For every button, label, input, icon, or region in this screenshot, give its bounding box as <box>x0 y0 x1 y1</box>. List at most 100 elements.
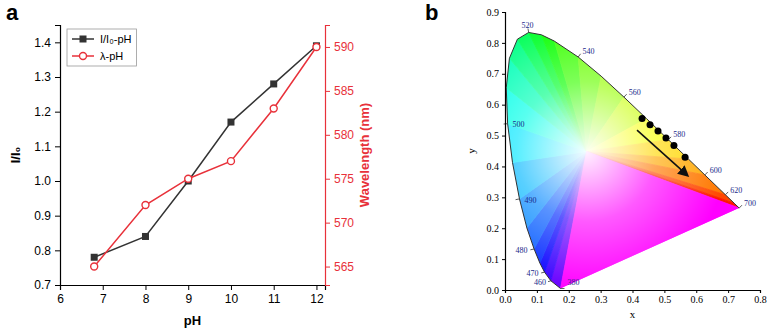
tick-mark <box>502 290 505 291</box>
data-point <box>639 115 646 122</box>
data-point <box>313 43 320 50</box>
tick-mark <box>502 74 505 75</box>
tick-label: 0.2 <box>487 223 500 234</box>
tick-label: 0.7 <box>722 294 735 305</box>
tick-mark <box>696 290 697 293</box>
tick-label: 1.3 <box>34 70 51 84</box>
y2-axis-title: Wavelength (nm) <box>357 103 372 207</box>
series-line <box>94 47 316 267</box>
wavelength-label: 490 <box>524 196 536 205</box>
legend-label: I/I₀-pH <box>100 33 132 45</box>
panel-label: b <box>425 0 438 25</box>
wavelength-label: 540 <box>582 47 594 56</box>
tick-label: 0.7 <box>34 278 51 292</box>
tick: 570 <box>325 216 354 230</box>
tick-label: 1.0 <box>34 174 51 188</box>
locus-labels: 380460470480490500520540560580600620700 <box>504 21 756 288</box>
locus-tick <box>541 272 544 274</box>
tick: 0.6 <box>487 99 506 110</box>
data-point <box>662 135 669 142</box>
tick: 0.4 <box>627 290 640 305</box>
tick-label: 565 <box>334 260 354 274</box>
data-point <box>227 158 234 165</box>
plot-area <box>505 12 760 290</box>
tick: 0.7 <box>487 68 506 79</box>
tick: 0.2 <box>487 223 506 234</box>
tick-mark <box>502 259 505 260</box>
data-point <box>270 80 277 87</box>
wavelength-label: 620 <box>730 186 742 195</box>
tick-mark <box>601 290 602 293</box>
tick: 0.0 <box>499 290 512 305</box>
tick: 1.2 <box>34 105 60 119</box>
tick-label: 0.0 <box>487 285 500 296</box>
locus-tick <box>739 205 742 208</box>
legend-entry: λ-pH <box>72 50 123 62</box>
tick: 1.0 <box>34 174 60 188</box>
locus-tick <box>548 280 551 282</box>
tick-mark <box>502 12 505 13</box>
locus-tick <box>725 192 728 195</box>
tick-label: 1.4 <box>34 36 51 50</box>
tick-mark <box>760 290 761 293</box>
y-axis-line <box>502 13 506 291</box>
tick-mark <box>55 112 60 113</box>
tick: 0.1 <box>487 254 506 265</box>
tick-mark <box>325 91 330 92</box>
tick-label: 570 <box>334 216 354 230</box>
tick-label: 12 <box>310 292 324 306</box>
tick-mark <box>325 135 330 136</box>
legend-marker <box>80 53 87 60</box>
tick: 1.4 <box>34 36 60 50</box>
tick: 590 <box>325 40 354 54</box>
tick-mark <box>55 181 60 182</box>
locus-tick <box>516 198 520 200</box>
tick: 7 <box>100 285 107 306</box>
tick: 0.1 <box>531 290 544 305</box>
tick-mark <box>55 42 60 43</box>
spectral-locus <box>506 32 739 288</box>
tick-label: 0.9 <box>487 7 500 18</box>
x-axis-line <box>61 286 326 291</box>
tick-label: 0.6 <box>691 294 704 305</box>
panel-label: a <box>6 0 19 25</box>
wavelength-label: 470 <box>527 269 539 278</box>
wavelength-label: 380 <box>567 278 579 287</box>
y-axis-title: y <box>465 148 477 154</box>
wavelength-label: 500 <box>513 120 525 129</box>
tick-mark <box>325 47 330 48</box>
legend-marker <box>80 36 87 43</box>
tick-label: 0.1 <box>531 294 544 305</box>
tick-mark <box>145 285 146 290</box>
tick: 580 <box>325 128 354 142</box>
tick: 0.2 <box>563 290 576 305</box>
data-point <box>655 127 662 134</box>
tick-mark <box>55 216 60 217</box>
tick-mark <box>502 166 505 167</box>
tick: 575 <box>325 172 354 186</box>
tick-label: 585 <box>334 84 354 98</box>
tick-label: 0.3 <box>487 192 500 203</box>
tick-label: 0.5 <box>659 294 672 305</box>
locus-tick <box>560 288 564 289</box>
wavelength-label: 460 <box>534 278 546 287</box>
tick: 0.6 <box>691 290 704 305</box>
locus-tick <box>668 137 671 140</box>
tick: 9 <box>185 285 192 306</box>
tick-label: 0.7 <box>487 68 500 79</box>
tick: 0.3 <box>487 192 506 203</box>
tick: 0.5 <box>659 290 672 305</box>
y-axis-title: I/I₀ <box>8 147 23 164</box>
figure: a67891011120.70.80.91.01.11.21.31.456557… <box>0 0 777 335</box>
wavelength-label: 480 <box>516 246 528 255</box>
tick-mark <box>502 228 505 229</box>
tick-mark <box>502 197 505 198</box>
data-point <box>142 202 149 209</box>
tick: 0.5 <box>487 130 506 141</box>
tick-mark <box>537 290 538 293</box>
tick-label: 0.8 <box>34 244 51 258</box>
wavelength-label: 520 <box>521 21 533 30</box>
tick: 10 <box>225 285 239 306</box>
locus-tick <box>578 54 580 57</box>
tick: 0.9 <box>487 7 506 18</box>
